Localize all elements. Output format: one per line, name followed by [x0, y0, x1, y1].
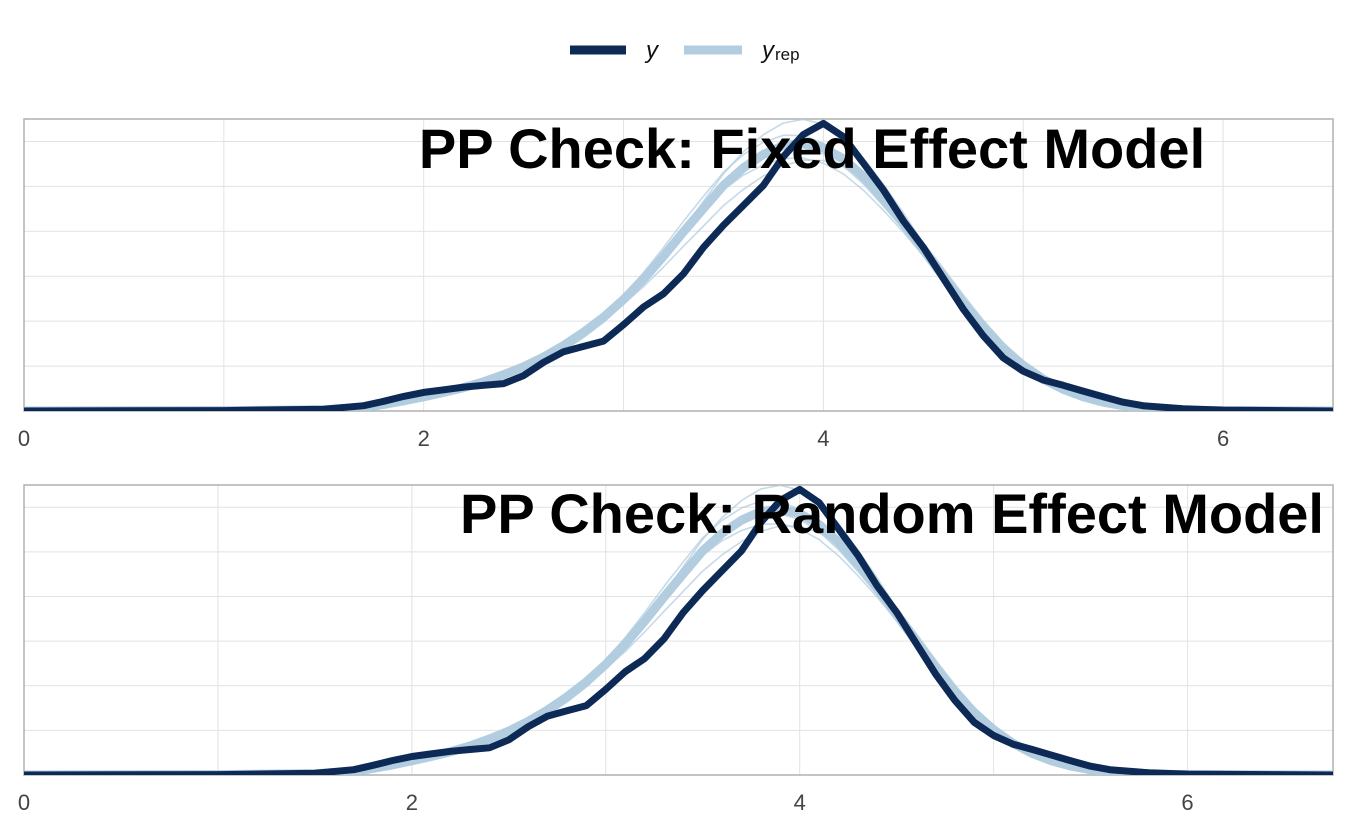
series-y-line	[24, 119, 1333, 411]
panels: 0 2 4 6 PP Check: Fixed Effect Model 0 2 4 6 PP C…	[18, 117, 1334, 815]
x-tick-label: 6	[1181, 790, 1193, 815]
x-tick-label: 6	[1217, 426, 1229, 451]
yrep-draw-line	[24, 525, 1333, 775]
panel-frame	[23, 484, 1334, 776]
legend-label-yrep: y	[760, 37, 776, 64]
x-tick-label: 4	[817, 426, 829, 451]
x-tick-label: 0	[18, 426, 30, 451]
panel-2: 0 2 4 6 PP Check: Random Effect Model	[18, 482, 1334, 815]
curves	[24, 119, 1333, 411]
panel-frame	[23, 118, 1334, 412]
x-tick-label: 4	[794, 790, 806, 815]
x-tick-label: 2	[418, 426, 430, 451]
gridlines	[24, 485, 1333, 775]
yrep-draw-line	[24, 512, 1333, 775]
x-tick-label: 0	[18, 790, 30, 815]
panel-title: PP Check: Random Effect Model	[460, 482, 1324, 545]
legend-label-y: y	[644, 37, 660, 64]
series-yrep-line	[24, 504, 1333, 775]
curves	[24, 485, 1333, 775]
series-y-line	[24, 485, 1333, 775]
gridlines	[24, 119, 1333, 411]
yrep-draw-line	[24, 157, 1333, 411]
panel-1: 0 2 4 6 PP Check: Fixed Effect Model	[18, 117, 1334, 451]
legend: y y rep	[570, 37, 800, 64]
x-tick-label: 2	[406, 790, 418, 815]
legend-label-yrep-subscript: rep	[775, 45, 800, 64]
yrep-draw-line	[24, 523, 1333, 775]
panel-title: PP Check: Fixed Effect Model	[419, 117, 1205, 180]
yrep-draw-line	[24, 509, 1333, 775]
yrep-draw-line	[24, 159, 1333, 411]
